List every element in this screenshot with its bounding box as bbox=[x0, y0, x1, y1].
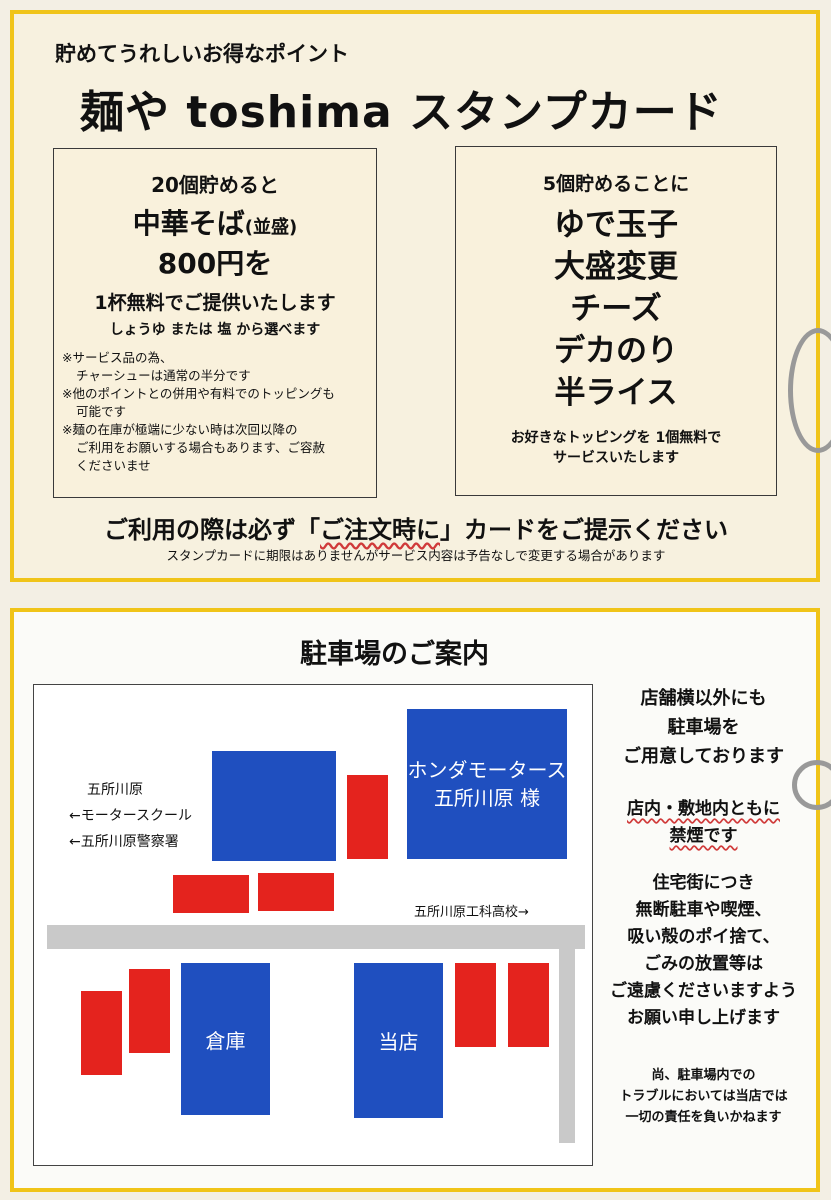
parking-space bbox=[129, 969, 170, 1053]
notice: ご利用の際は必ず「ご注文時に」カードをご提示ください bbox=[104, 516, 728, 544]
parking-space bbox=[508, 963, 549, 1047]
parking-space bbox=[81, 991, 122, 1075]
reward-item: 中華そば(並盛) bbox=[132, 207, 298, 240]
school-label: 五所川原工科高校→ bbox=[414, 905, 529, 920]
reward-head: 20個貯めると bbox=[151, 173, 279, 197]
side-note-1: 店舗横以外にも 駐車場を ご用意しております bbox=[623, 688, 784, 767]
reward-offer: 1杯無料でご提供いたします bbox=[94, 292, 336, 314]
honda-motors: ホンダモータース 五所川原 様 bbox=[407, 709, 567, 859]
parking-space bbox=[347, 775, 388, 859]
binder-ring-icon bbox=[792, 760, 831, 810]
road bbox=[559, 925, 575, 1143]
binder-ring-icon bbox=[788, 328, 831, 453]
road bbox=[47, 925, 585, 949]
no-smoking-note: 店内・敷地内ともに 禁煙です bbox=[627, 799, 780, 846]
reward5-footer: お好きなトッピングを 1個無料で サービスいたします bbox=[510, 430, 722, 466]
reward-price: 800円を bbox=[157, 247, 273, 280]
parking-title: 駐車場のご案内 bbox=[300, 639, 489, 670]
reward-choice: しょうゆ または 塩 から選べます bbox=[109, 322, 321, 338]
reward5-head: 5個貯めることに bbox=[542, 173, 690, 195]
page-title: 麺や toshima スタンプカード bbox=[80, 87, 723, 138]
parking-space bbox=[173, 875, 249, 913]
parking-space bbox=[258, 873, 334, 911]
warehouse: 倉庫 bbox=[181, 963, 270, 1115]
reward-5-box: 5個貯めることに ゆで玉子 大盛変更 チーズ デカのり 半ライス お好きなトッピングを … bbox=[455, 146, 777, 496]
parking-space bbox=[455, 963, 496, 1047]
side-note-4: 尚、駐車場内での トラブルにおいては当店では 一切の責任を負いかねます bbox=[619, 1068, 788, 1125]
parking-map: 五所川原 ←モータースクール ←五所川原警察署 ホンダモータース 五所川原 様 五所川… bbox=[33, 684, 593, 1166]
reward-20-box: 20個貯めると 中華そば(並盛) 800円を 1杯無料でご提供いたします しょう… bbox=[53, 148, 377, 498]
building bbox=[212, 751, 336, 861]
subtitle: 貯めてうれしいお得なポイント bbox=[55, 42, 349, 66]
reward-notes: ※サービス品の為、 チャーシューは通常の半分です ※他のポイントとの併用や有料での… bbox=[62, 350, 335, 473]
side-note-3: 住宅街につき 無断駐車や喫煙、 吸い殻のポイ捨て、 ごみの放置等は ご遠慮くださいますよ… bbox=[610, 873, 797, 1028]
map-left-labels: 五所川原 ←モータースクール ←五所川原警察署 bbox=[69, 782, 193, 850]
shop: 当店 bbox=[354, 963, 443, 1118]
fine-print: スタンプカードに期限はありませんがサービス内容は予告なしで変更する場合があります bbox=[166, 548, 666, 563]
topping-list: ゆで玉子 大盛変更 チーズ デカのり 半ライス bbox=[554, 207, 678, 411]
